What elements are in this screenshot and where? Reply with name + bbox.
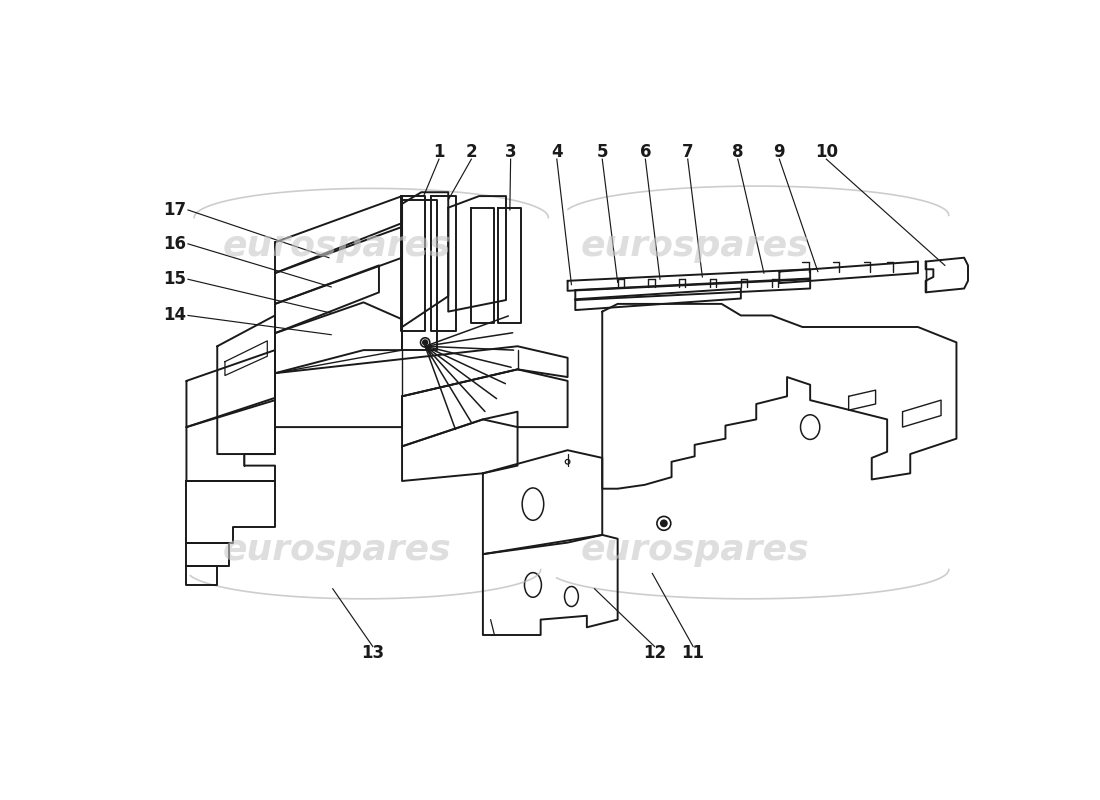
Text: 4: 4 bbox=[551, 143, 562, 162]
Text: 15: 15 bbox=[164, 270, 186, 288]
Text: 11: 11 bbox=[682, 645, 705, 662]
Text: eurospares: eurospares bbox=[222, 229, 451, 263]
Text: 9: 9 bbox=[773, 143, 785, 162]
Text: 3: 3 bbox=[505, 143, 516, 162]
Text: eurospares: eurospares bbox=[222, 534, 451, 567]
Text: 13: 13 bbox=[361, 645, 384, 662]
Text: 5: 5 bbox=[596, 143, 608, 162]
Text: 17: 17 bbox=[163, 201, 187, 219]
Text: 12: 12 bbox=[644, 645, 667, 662]
Text: 8: 8 bbox=[732, 143, 744, 162]
Text: 10: 10 bbox=[815, 143, 838, 162]
Text: eurospares: eurospares bbox=[581, 534, 808, 567]
Text: 1: 1 bbox=[433, 143, 444, 162]
Text: 16: 16 bbox=[164, 235, 186, 253]
Circle shape bbox=[422, 340, 428, 345]
Text: 6: 6 bbox=[639, 143, 651, 162]
Text: 2: 2 bbox=[465, 143, 477, 162]
Circle shape bbox=[661, 520, 667, 526]
Text: eurospares: eurospares bbox=[581, 229, 808, 263]
Text: 7: 7 bbox=[682, 143, 693, 162]
Text: 14: 14 bbox=[163, 306, 187, 325]
